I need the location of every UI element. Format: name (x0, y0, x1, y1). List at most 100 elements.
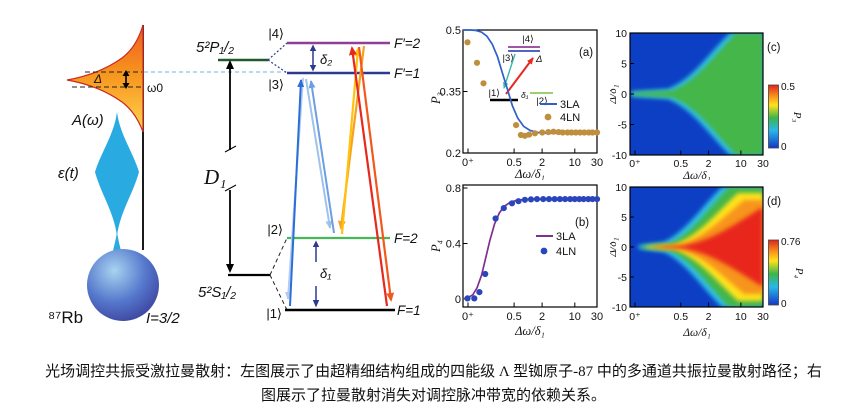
d1-transition-arrow (224, 60, 237, 273)
series-point-4LN (567, 196, 574, 203)
plot-b: 0.8 0.4 0 0⁺ 0.5 2 10 30 P₄ Δω/δ₁ (b) 3L… (430, 183, 603, 338)
svg-text:0.35: 0.35 (440, 87, 461, 99)
svg-text:0: 0 (781, 142, 787, 153)
carrier-frequency-label: ω0 (147, 81, 163, 95)
atom-sphere (87, 249, 159, 321)
heatmap-d-tick-labels: 10 5 0 -5 -10 0⁺ 0.5 2 10 30 (612, 182, 769, 323)
svg-text:0.5: 0.5 (506, 311, 521, 323)
svg-text:2: 2 (539, 311, 545, 323)
detuning-annotation: Δ (72, 70, 142, 89)
series-point-4LN (513, 122, 520, 129)
energy-level-diagram: Δ ω0 A(ω) ε(t) ⁸⁷Rb I=3/2 5²P₁/₂ |4⟩ |3⟩… (48, 24, 421, 327)
series-point-4LN (473, 59, 481, 66)
pulse-spectrum-shape (66, 24, 144, 133)
series-point-4LN (545, 196, 553, 203)
series-point-4LN (562, 196, 569, 203)
svg-text:0: 0 (781, 299, 787, 310)
svg-text:-10: -10 (612, 302, 627, 314)
svg-text:-5: -5 (618, 120, 627, 132)
series-line-3LA (462, 198, 597, 300)
heatmap-d-ticks (630, 186, 764, 308)
series-point-4LN (526, 131, 533, 138)
plot-a-inset-diagram: |4⟩ |3⟩ Δ |1⟩ δ₁ |2⟩ (489, 34, 553, 107)
series-point-4LN (559, 129, 566, 136)
detuning-label: Δ (93, 72, 102, 86)
series-point-4LN (464, 39, 471, 46)
excited-state-label: 5²P₁/₂ (196, 39, 234, 56)
f2-label: F=2 (394, 231, 418, 246)
svg-text:5: 5 (621, 212, 627, 224)
heatmap-c-field (630, 33, 763, 155)
svg-text:0⁺: 0⁺ (462, 157, 474, 169)
plot-a-panel-label: (a) (579, 47, 593, 59)
ket4-label: |4⟩ (268, 26, 284, 41)
series-point-4LN (482, 270, 489, 278)
plot-b-frame (462, 184, 598, 308)
plot-b-legend: 3LA 4LN (536, 231, 576, 258)
svg-text:0⁺: 0⁺ (629, 311, 641, 323)
series-point-4LN (593, 129, 601, 136)
plot-a-tick-labels: 0.5 0.35 0.2 0⁺ 0.5 2 10 30 (440, 25, 604, 169)
delta1-label: δ₁ (320, 266, 331, 281)
svg-text:30: 30 (757, 158, 769, 170)
series-point-4LN (593, 196, 601, 203)
svg-text:-10: -10 (612, 150, 627, 162)
svg-text:0.5: 0.5 (673, 311, 688, 323)
heatmap-d: 10 5 0 -5 -10 0⁺ 0.5 2 10 30 Δ/δ₁ Δω/δ₁ … (610, 182, 805, 339)
delta2-arrow (309, 44, 317, 72)
svg-text:30: 30 (757, 311, 769, 323)
plot-a-legend: 3LA 4LN (540, 99, 580, 124)
svg-text:0.4: 0.4 (446, 239, 461, 251)
heatmap-d-colorbar-label: P₄ (793, 267, 805, 279)
svg-text:0.8: 0.8 (446, 183, 461, 195)
series-point-4LN (476, 289, 483, 296)
svg-text:0: 0 (455, 294, 461, 306)
delta1-arrow (312, 240, 320, 308)
pulse-label: ε(t) (58, 165, 79, 182)
plot-b-ticks (463, 187, 598, 307)
series-point-4LN (508, 200, 516, 207)
svg-text:10: 10 (615, 182, 627, 194)
heatmap-c-colorbar-label: P₃ (791, 111, 803, 123)
caption-line-2: 图展示了拉曼散射消失对调控脉冲带宽的依赖关系。 (260, 388, 606, 404)
svg-text:|4⟩: |4⟩ (522, 34, 534, 45)
plot-b-panel-label: (b) (575, 217, 589, 229)
svg-text:2: 2 (539, 157, 545, 169)
spectrum-label: A(ω) (71, 112, 104, 129)
ket2-label: |2⟩ (267, 222, 283, 237)
plot-a-ylabel: P₃ (430, 92, 443, 105)
svg-text:0⁺: 0⁺ (462, 311, 474, 323)
series-point-4LN (527, 196, 535, 203)
pulse-time-shape (95, 112, 139, 236)
svg-text:0: 0 (621, 242, 627, 254)
svg-text:10: 10 (569, 157, 581, 169)
plot-a: 0.5 0.35 0.2 0⁺ 0.5 2 10 30 P₃ Δω/δ₁ (a)… (430, 25, 604, 180)
series-point-4LN (539, 129, 546, 136)
heatmap-c-ticks (630, 32, 764, 156)
heatmap-c-colorbar: 0.5 0 P₃ (768, 82, 803, 153)
plot-b-ylabel: P₄ (430, 240, 443, 253)
heatmap-c-panel-label: (c) (767, 42, 781, 54)
svg-text:0.5: 0.5 (673, 158, 688, 170)
f1-label: F=1 (397, 303, 421, 318)
svg-text:5: 5 (621, 59, 627, 71)
nuclear-spin-label: I=3/2 (146, 310, 180, 327)
svg-text:0.5: 0.5 (506, 157, 521, 169)
svg-text:|1⟩: |1⟩ (489, 88, 501, 99)
svg-text:30: 30 (591, 311, 603, 323)
heatmap-c-xlabel: Δω/δ₁ (682, 170, 710, 180)
plot-b-series-layer (462, 196, 601, 302)
series-point-4LN (540, 196, 547, 203)
heatmap-d-ylabel: Δ/δ₁ (610, 237, 619, 257)
series-point-4LN (589, 196, 596, 203)
series-point-4LN (556, 196, 563, 203)
heatmap-d-xlabel: Δω/δ₁ (682, 327, 710, 339)
svg-text:10: 10 (735, 311, 747, 323)
series-point-4LN (572, 129, 579, 136)
svg-text:3LA: 3LA (560, 99, 580, 111)
svg-text:2: 2 (706, 158, 712, 170)
svg-text:3LA: 3LA (556, 231, 576, 243)
heatmap-d-colorbar: 0.76 0 P₄ (768, 237, 805, 310)
svg-text:4LN: 4LN (556, 246, 576, 258)
series-point-4LN (589, 129, 596, 136)
